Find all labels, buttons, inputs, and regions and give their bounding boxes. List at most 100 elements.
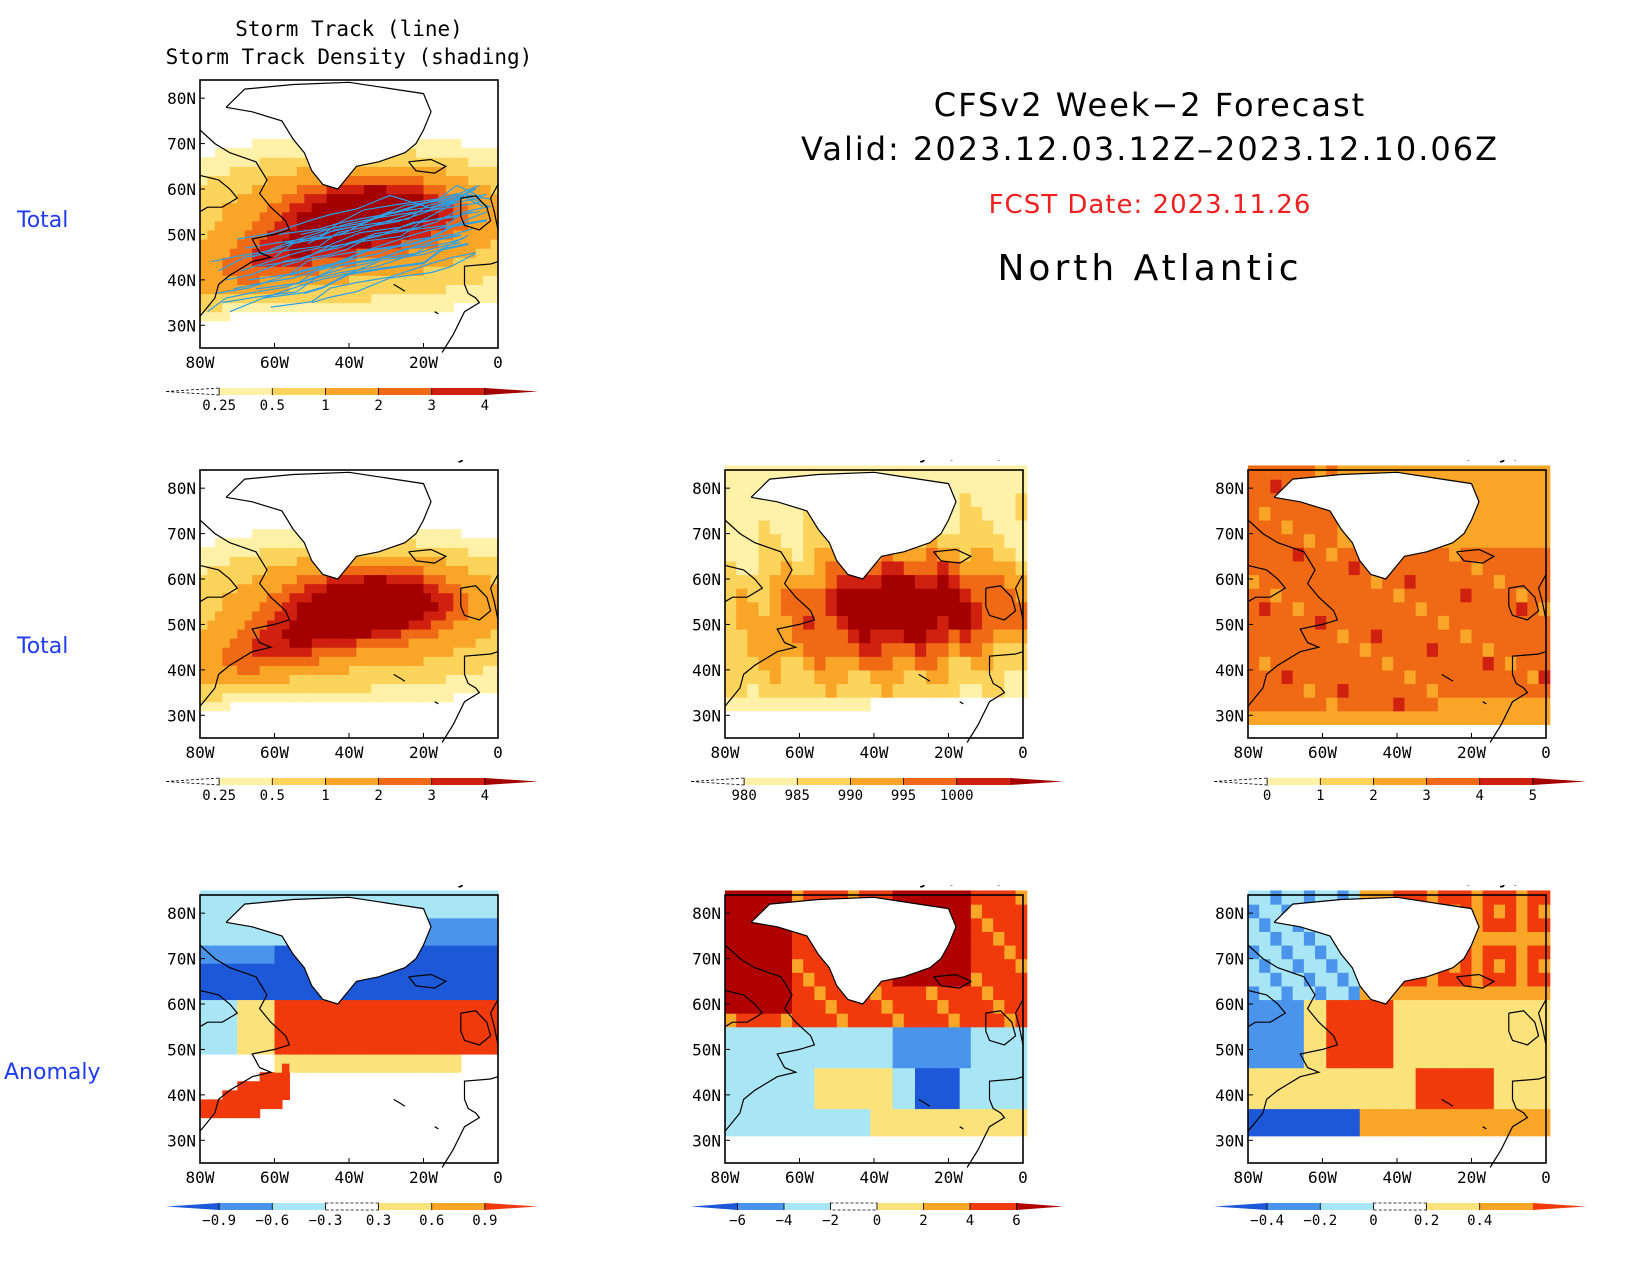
heatmap-cell xyxy=(1415,972,1428,987)
heatmap-cell xyxy=(244,1035,253,1046)
heatmap-cell xyxy=(769,628,782,644)
colorbar-box xyxy=(1267,1203,1321,1210)
heatmap-cell xyxy=(445,954,454,964)
heatmap-cell xyxy=(475,166,484,176)
heatmap-cell xyxy=(445,990,454,1001)
heatmap-cell xyxy=(214,1008,223,1019)
heatmap-cell xyxy=(401,972,410,982)
x-tick-label: 60W xyxy=(1308,743,1337,762)
heatmap-cell xyxy=(244,302,253,313)
heatmap-cell xyxy=(453,899,462,910)
heatmap-cell xyxy=(296,683,305,694)
heatmap-cell xyxy=(214,954,223,964)
heatmap-cell xyxy=(1493,931,1506,946)
heatmap-cell xyxy=(926,1108,938,1123)
heatmap-cell xyxy=(870,656,883,671)
heatmap-cell xyxy=(229,592,238,603)
heatmap-cell xyxy=(1270,560,1283,576)
heatmap-cell xyxy=(430,1035,439,1046)
heatmap-cell xyxy=(363,184,372,195)
heatmap-cell xyxy=(274,683,283,694)
heatmap-cell xyxy=(1482,656,1495,671)
heatmap-cell xyxy=(207,1108,216,1119)
heatmap-cell xyxy=(814,669,827,685)
heatmap-cell xyxy=(259,547,268,557)
coastline xyxy=(460,585,492,621)
heatmap-cell xyxy=(371,1008,380,1019)
heatmap-cell xyxy=(222,166,231,176)
heatmap-cell xyxy=(252,166,261,176)
heatmap-cell xyxy=(274,674,283,685)
heatmap-cell xyxy=(386,583,395,594)
heatmap-cell xyxy=(326,1044,335,1055)
heatmap-cell xyxy=(401,175,410,186)
heatmap-cell xyxy=(252,1099,261,1110)
heatmap-cell xyxy=(244,284,253,295)
heatmap-cell xyxy=(736,972,748,987)
heatmap-cell xyxy=(438,302,447,313)
heatmap-cell xyxy=(825,1053,838,1069)
heatmap-cell xyxy=(296,981,305,991)
heatmap-cell xyxy=(296,547,305,557)
heatmap-cell xyxy=(460,1044,469,1055)
heatmap-cell xyxy=(758,958,771,973)
heatmap-cell xyxy=(1482,1067,1495,1082)
heatmap-cell xyxy=(207,547,216,557)
heatmap-cell xyxy=(970,1013,983,1028)
heatmap-cell xyxy=(758,1040,771,1055)
heatmap-cell xyxy=(423,592,432,603)
heatmap-cell xyxy=(252,275,261,285)
heatmap-cell xyxy=(349,665,358,675)
heatmap-cell xyxy=(378,302,387,313)
coastline xyxy=(1014,999,1024,1046)
heatmap-cell xyxy=(859,683,871,698)
heatmap-cell xyxy=(1460,574,1473,589)
heatmap-cell xyxy=(792,615,804,630)
heatmap-cell xyxy=(736,958,748,973)
heatmap-cell xyxy=(1393,588,1406,603)
heatmap-cell xyxy=(1270,656,1283,671)
heatmap-cell xyxy=(948,506,961,521)
heatmap-cell xyxy=(267,139,276,149)
heatmap-cell xyxy=(937,574,950,589)
colorbar-label: 2 xyxy=(919,1213,927,1229)
heatmap-cell xyxy=(780,1053,793,1069)
heatmap-cell xyxy=(460,547,469,557)
heatmap-cell xyxy=(859,574,871,589)
coastline xyxy=(408,548,448,564)
heatmap-cell xyxy=(207,175,216,186)
heatmap-cell xyxy=(214,935,223,946)
heatmap-cell xyxy=(903,985,916,1001)
heatmap-cell xyxy=(1359,683,1372,698)
heatmap-cell xyxy=(281,990,290,1001)
heatmap-cell xyxy=(769,890,782,905)
heatmap-cell xyxy=(1292,1026,1305,1041)
heatmap-cell xyxy=(393,302,402,313)
heatmap-cell xyxy=(1281,465,1294,480)
heatmap-cell xyxy=(237,592,246,603)
heatmap-cell xyxy=(1337,1122,1350,1137)
heatmap-cell xyxy=(200,1099,209,1110)
heatmap-cell xyxy=(460,601,469,612)
heatmap-cell xyxy=(244,963,253,973)
heatmap-cell xyxy=(475,220,484,231)
heatmap-cell xyxy=(430,999,439,1010)
heatmap-cell xyxy=(222,211,231,222)
heatmap-cell xyxy=(222,583,231,594)
coastline xyxy=(959,1126,964,1130)
heatmap-cell xyxy=(311,610,320,621)
heatmap-cell xyxy=(304,674,313,685)
heatmap-cell xyxy=(1004,972,1017,987)
heatmap-cell xyxy=(229,954,238,964)
heatmap-cell xyxy=(747,1108,760,1123)
heatmap-cell xyxy=(1281,890,1294,905)
heatmap-cell xyxy=(423,275,432,285)
heatmap-cell xyxy=(1259,985,1271,1001)
heatmap-cell xyxy=(803,615,815,630)
heatmap-cell xyxy=(490,963,499,973)
panel-title: Storm Track (line) xyxy=(235,17,463,41)
heatmap-cell xyxy=(296,556,305,566)
heatmap-cell xyxy=(769,588,782,603)
heatmap-cell xyxy=(200,166,209,176)
heatmap-cell xyxy=(1270,601,1283,616)
